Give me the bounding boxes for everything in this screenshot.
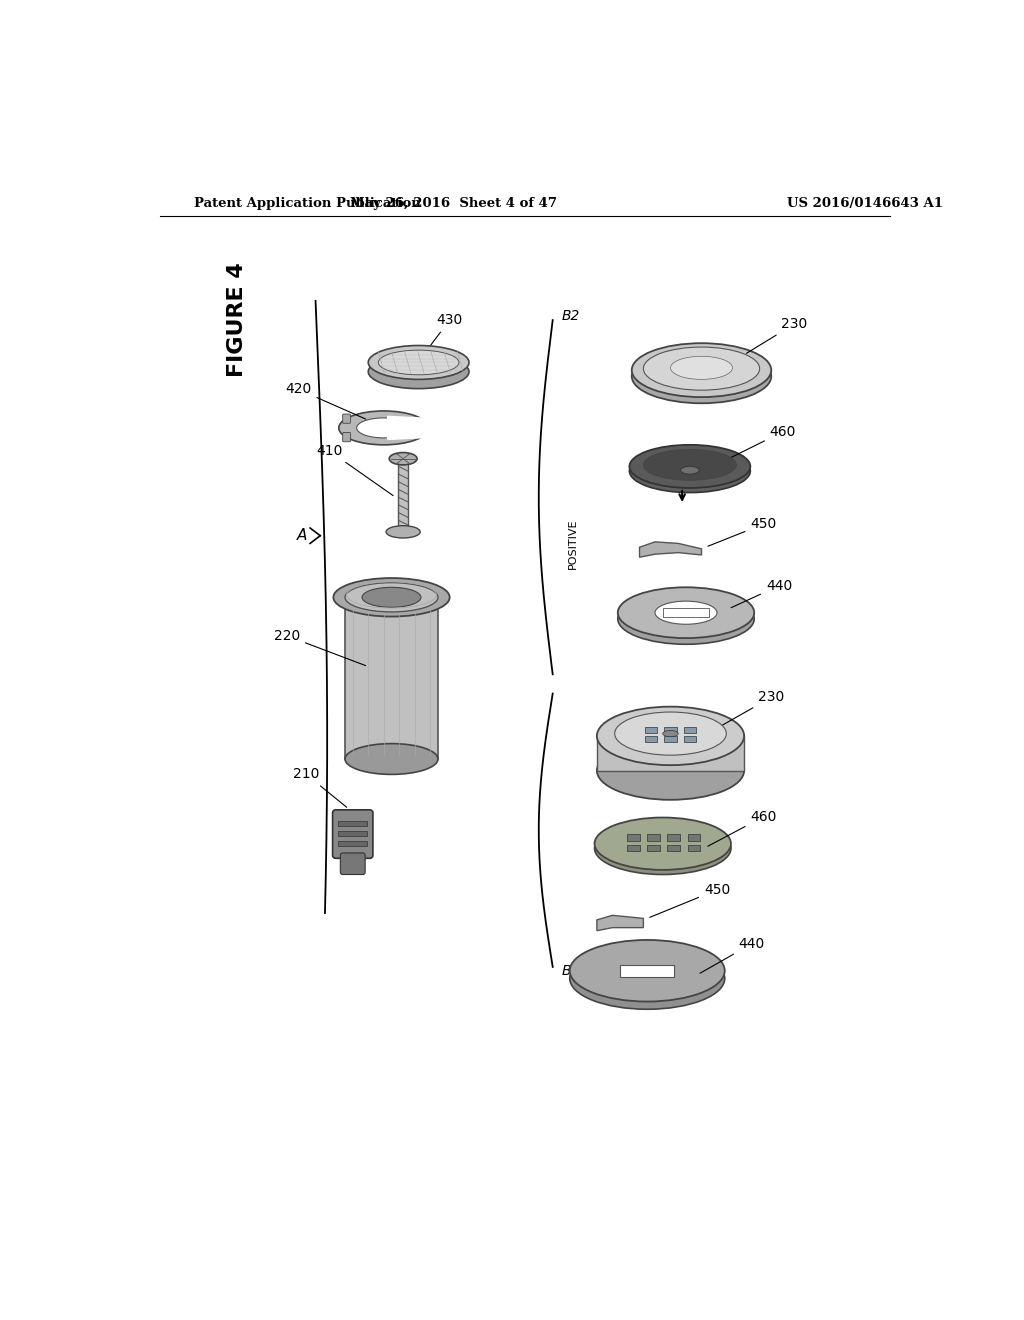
Bar (663, 609, 710, 618)
Text: 460: 460 (708, 809, 776, 846)
Text: 440: 440 (731, 578, 793, 607)
Ellipse shape (597, 742, 744, 800)
Ellipse shape (569, 940, 725, 1002)
Bar (338, 821, 368, 826)
Text: FIGURE 4: FIGURE 4 (227, 263, 247, 378)
Ellipse shape (369, 346, 469, 379)
Bar (645, 737, 657, 742)
Ellipse shape (595, 822, 731, 875)
Polygon shape (597, 915, 643, 931)
FancyBboxPatch shape (343, 433, 350, 442)
Ellipse shape (617, 587, 755, 638)
Ellipse shape (617, 594, 755, 644)
Ellipse shape (339, 411, 429, 445)
Ellipse shape (369, 355, 469, 388)
Text: 230: 230 (746, 317, 808, 354)
Bar (398, 462, 408, 532)
Bar (665, 737, 677, 742)
Text: 220: 220 (273, 628, 366, 665)
Ellipse shape (632, 350, 771, 404)
Text: US 2016/0146643 A1: US 2016/0146643 A1 (786, 197, 943, 210)
Ellipse shape (356, 418, 411, 438)
Polygon shape (345, 597, 438, 759)
Ellipse shape (671, 356, 732, 379)
Ellipse shape (597, 706, 744, 766)
Bar (684, 737, 696, 742)
Bar (627, 845, 640, 851)
Text: 420: 420 (286, 383, 366, 418)
Text: A: A (297, 528, 307, 544)
Bar (668, 834, 680, 841)
Ellipse shape (345, 582, 438, 612)
Bar (684, 726, 696, 733)
Bar (668, 845, 680, 851)
Polygon shape (640, 543, 701, 557)
Ellipse shape (630, 449, 751, 492)
Bar (645, 726, 657, 733)
Text: 430: 430 (428, 313, 463, 348)
Bar (647, 845, 659, 851)
FancyBboxPatch shape (333, 810, 373, 858)
Ellipse shape (643, 450, 736, 480)
Bar (665, 726, 677, 733)
Text: 450: 450 (708, 517, 776, 546)
Text: 440: 440 (700, 937, 765, 973)
Text: B1: B1 (562, 964, 581, 978)
Text: 450: 450 (650, 883, 730, 917)
Text: Patent Application Publication: Patent Application Publication (194, 197, 421, 210)
Text: 210: 210 (293, 767, 347, 808)
Ellipse shape (362, 587, 421, 607)
Bar (687, 845, 700, 851)
FancyBboxPatch shape (343, 414, 350, 424)
Ellipse shape (595, 817, 731, 870)
Text: 460: 460 (731, 425, 796, 458)
Text: 230: 230 (720, 690, 784, 727)
Bar (338, 841, 368, 846)
Ellipse shape (334, 578, 450, 616)
Text: B2: B2 (562, 309, 581, 323)
Ellipse shape (643, 347, 760, 391)
Ellipse shape (681, 466, 699, 474)
Bar (627, 834, 640, 841)
Polygon shape (388, 416, 434, 440)
FancyBboxPatch shape (340, 853, 366, 874)
Ellipse shape (630, 445, 751, 488)
Text: 410: 410 (316, 444, 393, 495)
Ellipse shape (655, 601, 717, 624)
Ellipse shape (345, 743, 438, 775)
Bar (621, 965, 675, 977)
Bar (338, 830, 368, 836)
Ellipse shape (389, 453, 417, 465)
Ellipse shape (378, 350, 459, 375)
Ellipse shape (614, 711, 726, 755)
Ellipse shape (663, 730, 678, 737)
Polygon shape (597, 737, 744, 771)
Ellipse shape (386, 525, 420, 539)
Text: POSITIVE: POSITIVE (567, 519, 578, 569)
Bar (687, 834, 700, 841)
Bar (647, 834, 659, 841)
Ellipse shape (632, 343, 771, 397)
Ellipse shape (569, 948, 725, 1010)
Text: May 26, 2016  Sheet 4 of 47: May 26, 2016 Sheet 4 of 47 (350, 197, 557, 210)
